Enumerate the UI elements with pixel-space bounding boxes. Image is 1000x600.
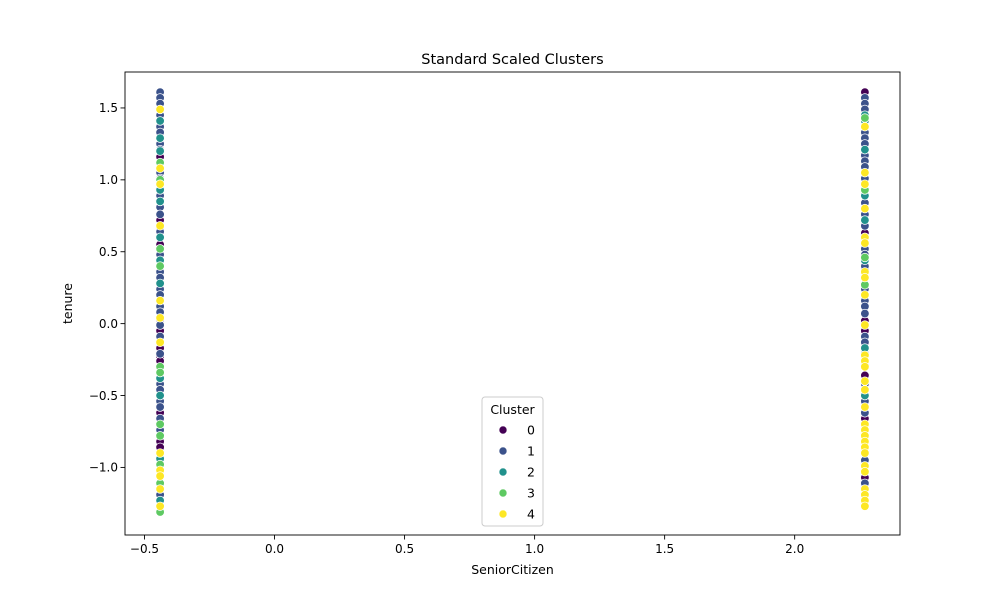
scatter-point-cluster-4 — [155, 295, 165, 306]
scatter-point-cluster-1 — [155, 349, 165, 359]
scatter-point-cluster-3 — [155, 244, 165, 254]
y-tick-label: 0.0 — [99, 317, 118, 331]
scatter-point-cluster-1 — [155, 209, 165, 220]
scatter-point-cluster-2 — [155, 278, 165, 289]
scatter-point-cluster-2 — [155, 133, 165, 143]
scatter-point-cluster-4 — [155, 313, 165, 323]
y-tick-label: 1.5 — [99, 101, 118, 115]
scatter-point-cluster-4 — [155, 337, 165, 347]
y-tick-label: 1.0 — [99, 173, 118, 187]
scatter-point-cluster-4 — [155, 501, 165, 511]
scatter-point-cluster-3 — [155, 261, 165, 271]
plot-area — [124, 71, 901, 536]
x-axis-ticks: −0.5 0.0 0.5 1.0 1.5 2.0 — [130, 535, 804, 556]
y-axis-ticks: −1.0 −0.5 0.0 0.5 1.0 1.5 — [89, 101, 125, 475]
legend-label-cluster-3: 3 — [527, 486, 535, 501]
scatter-point-cluster-4 — [155, 104, 165, 115]
legend-frame — [481, 396, 544, 527]
legend-marker-cluster-4 — [498, 509, 508, 519]
scatter-point-cluster-4 — [155, 471, 165, 481]
legend: Cluster 0 1 2 3 4 — [481, 396, 544, 527]
scatter-point-cluster-4 — [860, 362, 870, 372]
chart-title: Standard Scaled Clusters — [421, 52, 603, 68]
y-tick-label: −1.0 — [89, 461, 118, 475]
x-axis-label: SeniorCitizen — [471, 562, 554, 577]
scatter-point-cluster-3 — [860, 252, 870, 263]
scatter-point-cluster-4 — [155, 179, 165, 189]
scatter-point-cluster-4 — [155, 221, 165, 231]
legend-marker-cluster-0 — [498, 425, 508, 435]
axes-frame — [124, 71, 901, 536]
scatter-point-cluster-4 — [860, 402, 870, 412]
scatter-point-cluster-4 — [155, 163, 165, 174]
scatter-point-cluster-2 — [155, 196, 165, 207]
scatter-point-cluster-2 — [155, 390, 165, 401]
legend-label-cluster-4: 4 — [527, 507, 535, 522]
x-tick-label: −0.5 — [130, 542, 159, 556]
scatter-point-cluster-1 — [155, 402, 165, 412]
scatter-point-cluster-3 — [155, 431, 165, 441]
legend-label-cluster-0: 0 — [527, 423, 535, 438]
scatter-point-cluster-2 — [155, 146, 165, 156]
y-tick-label: −0.5 — [89, 389, 118, 403]
scatter-point-cluster-3 — [860, 113, 870, 123]
scatter-point-cluster-4 — [155, 484, 165, 494]
scatter-point-cluster-4 — [860, 320, 870, 330]
scatter-point-cluster-4 — [860, 501, 870, 511]
scatter-point-cluster-1 — [860, 308, 870, 319]
x-tick-label: 1.0 — [525, 542, 544, 556]
x-tick-label: 0.0 — [265, 542, 284, 556]
scatter-point-cluster-4 — [860, 167, 870, 178]
scatter-point-cluster-2 — [155, 116, 165, 126]
legend-title: Cluster — [490, 402, 535, 417]
legend-marker-cluster-2 — [498, 467, 508, 477]
scatter-point-cluster-4 — [860, 238, 870, 248]
legend-marker-cluster-1 — [498, 446, 508, 456]
x-tick-label: 0.5 — [395, 542, 414, 556]
scatter-point-cluster-4 — [860, 179, 870, 189]
scatter-point-cluster-4 — [860, 121, 870, 132]
scatter-point-cluster-3 — [155, 367, 165, 378]
scatter-point-cluster-4 — [860, 272, 870, 283]
legend-label-cluster-1: 1 — [527, 444, 535, 459]
scatter-point-cluster-4 — [860, 290, 870, 300]
scatter-point-cluster-4 — [860, 467, 870, 477]
scatter-point-cluster-2 — [155, 232, 165, 243]
scatter-point-cluster-4 — [860, 376, 870, 386]
scatter-point-cluster-4 — [155, 448, 165, 458]
y-axis-label: tenure — [60, 283, 75, 324]
y-tick-label: 0.5 — [99, 245, 118, 259]
legend-marker-cluster-3 — [498, 488, 508, 498]
scatter-point-cluster-4 — [860, 448, 870, 458]
scatter-point-cluster-4 — [860, 385, 870, 395]
x-tick-label: 1.5 — [655, 542, 674, 556]
scatter-point-cluster-3 — [155, 419, 165, 429]
scatter-point-cluster-4 — [860, 203, 870, 214]
legend-entries: 0 1 2 3 4 — [498, 423, 535, 522]
points-layer — [155, 87, 870, 517]
x-tick-label: 2.0 — [785, 542, 804, 556]
scatter-point-cluster-2 — [860, 215, 870, 225]
legend-label-cluster-2: 2 — [527, 465, 535, 480]
scatter-point-cluster-2 — [860, 144, 870, 155]
